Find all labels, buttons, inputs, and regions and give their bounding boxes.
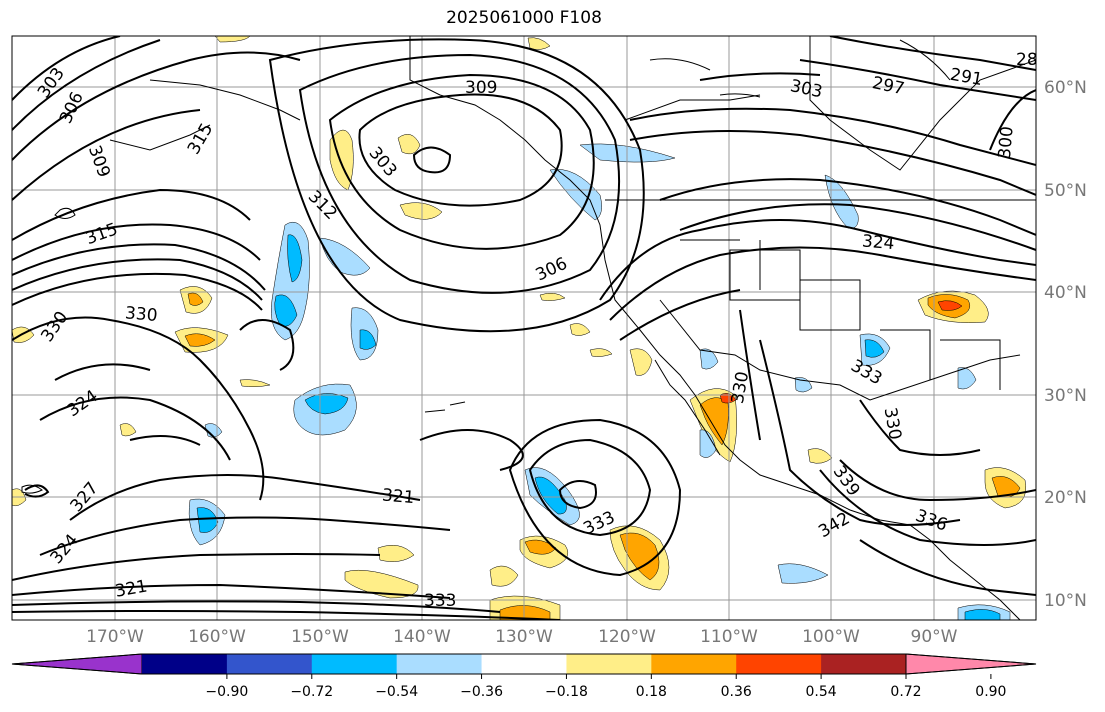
- lon-label: 90°W: [911, 627, 958, 647]
- lon-label: 140°W: [393, 627, 451, 647]
- colorbar-tick-label: 0.54: [806, 684, 837, 700]
- colorbar-outline: [11, 653, 1037, 675]
- colorbar-segment: [226, 654, 313, 674]
- lat-label: 20°N: [1044, 488, 1087, 508]
- colorbar-tick-label: 0.18: [636, 684, 667, 700]
- colorbar-segment: [736, 654, 822, 674]
- contour-label: 330: [124, 303, 158, 326]
- lat-label: 30°N: [1044, 386, 1087, 406]
- colorbar-tick-label: −0.18: [545, 684, 588, 700]
- contour-label: 321: [381, 485, 415, 508]
- gridlines: [12, 36, 1036, 620]
- contour-label: 309: [465, 78, 497, 98]
- lat-label: 50°N: [1044, 181, 1087, 201]
- colorbar-tick-label: −0.72: [290, 684, 333, 700]
- lon-label: 100°W: [802, 627, 860, 647]
- colorbar-segment: [311, 654, 398, 674]
- map-title: 2025061000 F108: [446, 8, 602, 28]
- colorbar-extend-low: [11, 653, 143, 675]
- lon-label: 120°W: [598, 627, 656, 647]
- contour-label: 300: [995, 125, 1018, 159]
- lon-label: 110°W: [700, 627, 758, 647]
- colorbar-tick-label: −0.90: [205, 684, 248, 700]
- colorbar-tick-label: 0.36: [721, 684, 752, 700]
- contour-label: 333: [424, 591, 456, 611]
- lon-label: 150°W: [291, 627, 349, 647]
- latitude-labels: 60°N 50°N 40°N 30°N 20°N 10°N: [1044, 78, 1087, 611]
- colorbar: −0.90 −0.72 −0.54 −0.36 −0.18 0.18 0.36 0.54 0.7…: [11, 653, 1037, 700]
- colorbar-segment: [821, 654, 907, 674]
- contour-label: 28: [1016, 50, 1038, 70]
- colorbar-tick-label: −0.36: [460, 684, 503, 700]
- colorbar-extend-high: [905, 653, 1037, 675]
- colorbar-segment: [566, 654, 652, 674]
- colorbar-segment: [651, 654, 737, 674]
- colorbar-tick-label: 0.90: [975, 684, 1006, 700]
- lat-label: 10°N: [1044, 591, 1087, 611]
- colorbar-segment: [142, 654, 228, 674]
- map-frame: [11, 35, 1037, 621]
- lon-label: 160°W: [188, 627, 246, 647]
- contour-label: 324: [861, 231, 895, 254]
- colorbar-tick-label: −0.54: [375, 684, 418, 700]
- lat-label: 60°N: [1044, 78, 1087, 98]
- colorbar-tick-label: 0.72: [890, 684, 921, 700]
- colorbar-segment: [481, 654, 567, 674]
- height-contours: [12, 36, 1036, 620]
- lon-label: 130°W: [495, 627, 553, 647]
- lon-label: 170°W: [86, 627, 144, 647]
- colorbar-segment: [396, 654, 483, 674]
- coastlines: [21, 36, 1036, 620]
- longitude-labels: 170°W 160°W 150°W 140°W 130°W 120°W 110°…: [86, 627, 958, 647]
- lat-label: 40°N: [1044, 283, 1087, 303]
